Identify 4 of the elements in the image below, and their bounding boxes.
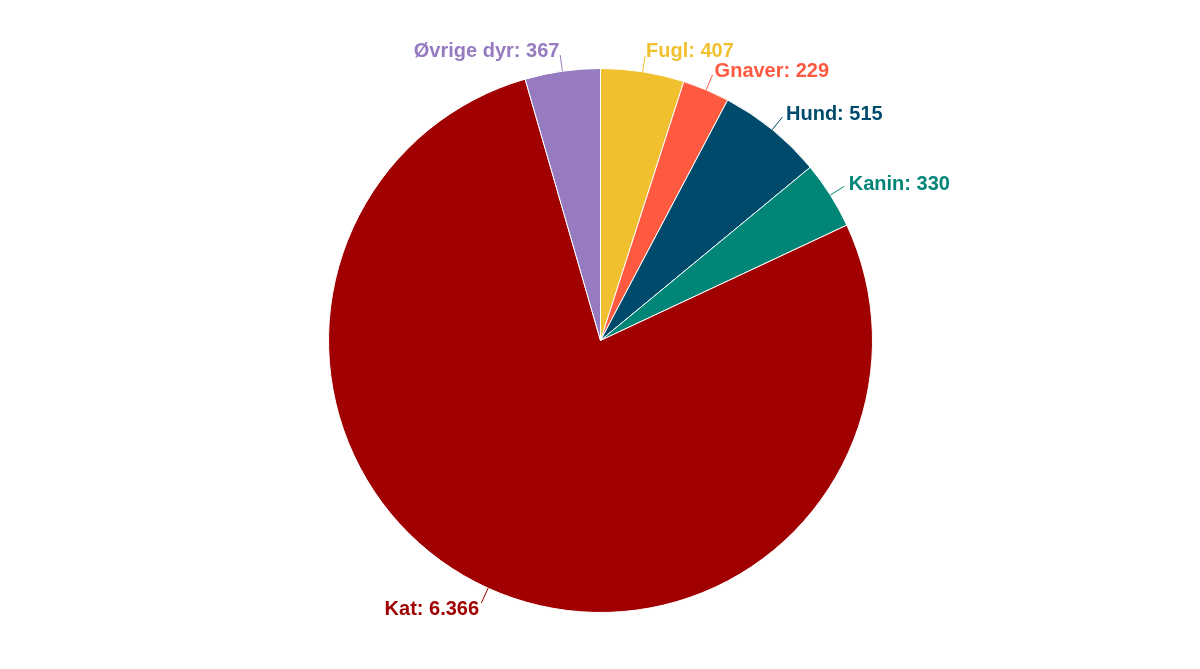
slice-label: Hund: 515 — [786, 101, 883, 124]
slice-label: Øvrige dyr: 367 — [413, 38, 560, 61]
slice-label: Kat: 6.366 — [384, 597, 480, 619]
slice-label: Kanin: 330 — [848, 172, 950, 195]
